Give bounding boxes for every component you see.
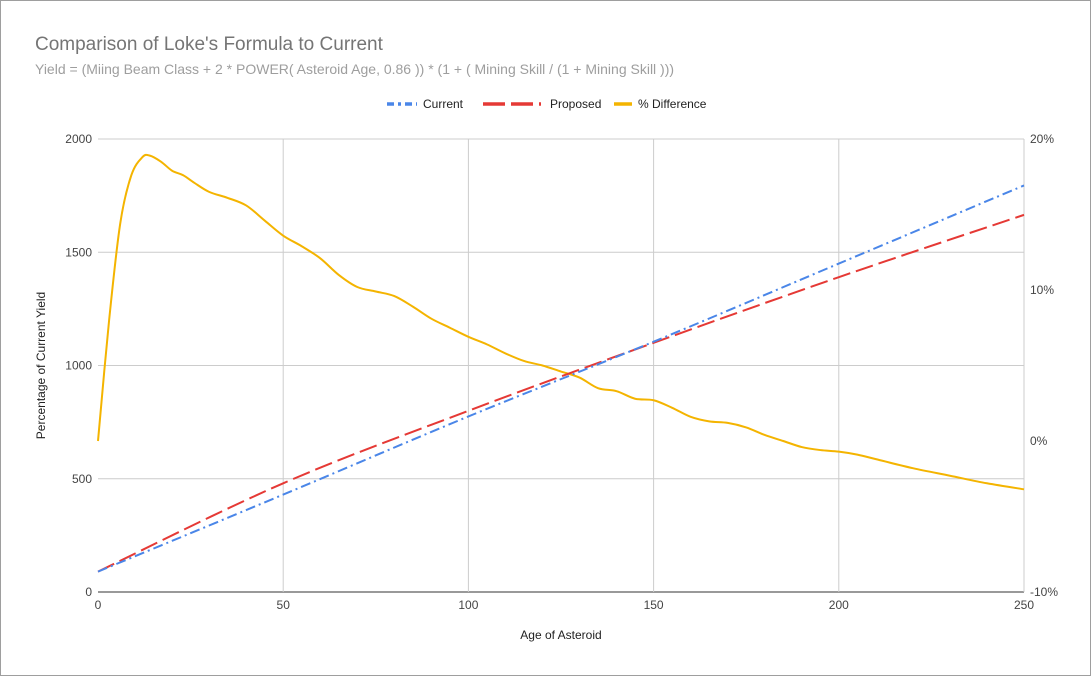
x-tick-label: 150 [644,598,664,612]
x-tick-label: 0 [95,598,102,612]
y-tick-label: 1000 [65,359,92,373]
x-tick-label: 100 [458,598,478,612]
y-tick-label: 2000 [65,132,92,146]
y-tick-label: 1500 [65,245,92,259]
y2-tick-label: -10% [1030,585,1058,599]
series-line-current [97,184,1025,573]
chart-title: Comparison of Loke's Formula to Current [35,34,383,55]
x-axis-title: Age of Asteroid [520,628,601,642]
y2-tick-label: 10% [1030,283,1054,297]
x-tick-label: 250 [1014,598,1034,612]
legend-label-proposed: Proposed [550,97,601,111]
x-tick-label: 50 [277,598,291,612]
y2-tick-label: 20% [1030,132,1054,146]
x-tick-label: 200 [829,598,849,612]
y-tick-label: 500 [72,472,92,486]
legend-label-difference: % Difference [638,97,707,111]
legend-label-current: Current [423,97,464,111]
chart-subtitle: Yield = (Miing Beam Class + 2 * POWER( A… [35,61,675,77]
y-axis-title: Percentage of Current Yield [34,292,48,439]
y2-tick-label: 0% [1030,434,1048,448]
y-tick-label: 0 [85,585,92,599]
series-line-proposed [97,213,1025,573]
series-line-difference [97,153,1025,491]
